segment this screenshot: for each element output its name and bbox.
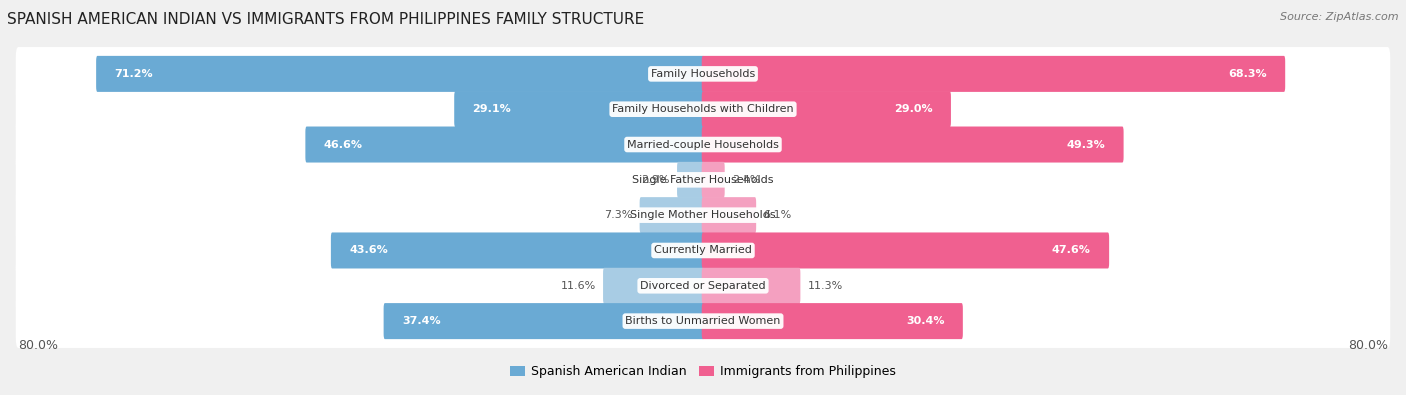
FancyBboxPatch shape xyxy=(678,162,704,198)
FancyBboxPatch shape xyxy=(15,47,1391,101)
FancyBboxPatch shape xyxy=(15,118,1391,171)
FancyBboxPatch shape xyxy=(702,126,1123,162)
Text: Currently Married: Currently Married xyxy=(654,245,752,256)
FancyBboxPatch shape xyxy=(454,91,704,127)
FancyBboxPatch shape xyxy=(15,224,1391,277)
Legend: Spanish American Indian, Immigrants from Philippines: Spanish American Indian, Immigrants from… xyxy=(505,360,901,384)
FancyBboxPatch shape xyxy=(702,56,1285,92)
Text: 68.3%: 68.3% xyxy=(1229,69,1267,79)
Text: 2.4%: 2.4% xyxy=(733,175,761,185)
FancyBboxPatch shape xyxy=(640,197,704,233)
FancyBboxPatch shape xyxy=(603,268,704,304)
Text: 49.3%: 49.3% xyxy=(1067,139,1105,150)
Text: Family Households with Children: Family Households with Children xyxy=(612,104,794,114)
FancyBboxPatch shape xyxy=(702,303,963,339)
Text: 46.6%: 46.6% xyxy=(323,139,363,150)
FancyBboxPatch shape xyxy=(15,294,1391,348)
Text: Births to Unmarried Women: Births to Unmarried Women xyxy=(626,316,780,326)
Text: 47.6%: 47.6% xyxy=(1052,245,1091,256)
Text: 2.9%: 2.9% xyxy=(641,175,669,185)
Text: 29.0%: 29.0% xyxy=(894,104,932,114)
Text: Family Households: Family Households xyxy=(651,69,755,79)
Text: 71.2%: 71.2% xyxy=(114,69,153,79)
Text: Source: ZipAtlas.com: Source: ZipAtlas.com xyxy=(1281,12,1399,22)
FancyBboxPatch shape xyxy=(702,268,800,304)
FancyBboxPatch shape xyxy=(702,162,724,198)
FancyBboxPatch shape xyxy=(702,197,756,233)
FancyBboxPatch shape xyxy=(702,233,1109,269)
FancyBboxPatch shape xyxy=(384,303,704,339)
Text: 80.0%: 80.0% xyxy=(18,339,58,352)
Text: 11.3%: 11.3% xyxy=(807,281,842,291)
FancyBboxPatch shape xyxy=(15,153,1391,207)
Text: 80.0%: 80.0% xyxy=(1348,339,1388,352)
FancyBboxPatch shape xyxy=(330,233,704,269)
Text: 30.4%: 30.4% xyxy=(905,316,945,326)
Text: 6.1%: 6.1% xyxy=(763,210,792,220)
FancyBboxPatch shape xyxy=(96,56,704,92)
Text: Divorced or Separated: Divorced or Separated xyxy=(640,281,766,291)
Text: SPANISH AMERICAN INDIAN VS IMMIGRANTS FROM PHILIPPINES FAMILY STRUCTURE: SPANISH AMERICAN INDIAN VS IMMIGRANTS FR… xyxy=(7,12,644,27)
Text: Single Father Households: Single Father Households xyxy=(633,175,773,185)
FancyBboxPatch shape xyxy=(702,91,950,127)
FancyBboxPatch shape xyxy=(305,126,704,162)
Text: 29.1%: 29.1% xyxy=(472,104,512,114)
Text: 37.4%: 37.4% xyxy=(402,316,440,326)
Text: Single Mother Households: Single Mother Households xyxy=(630,210,776,220)
FancyBboxPatch shape xyxy=(15,259,1391,312)
Text: 7.3%: 7.3% xyxy=(605,210,633,220)
Text: 11.6%: 11.6% xyxy=(561,281,596,291)
Text: Married-couple Households: Married-couple Households xyxy=(627,139,779,150)
Text: 43.6%: 43.6% xyxy=(349,245,388,256)
FancyBboxPatch shape xyxy=(15,188,1391,242)
FancyBboxPatch shape xyxy=(15,83,1391,136)
